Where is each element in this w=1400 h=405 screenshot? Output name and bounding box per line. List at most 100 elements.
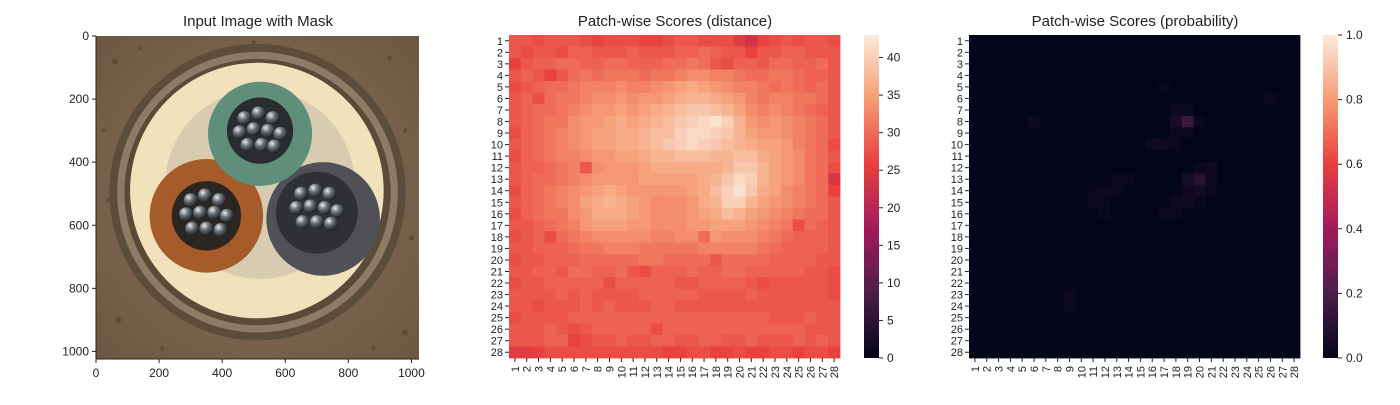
probability-cell — [1288, 231, 1301, 244]
probability-cell — [980, 265, 994, 278]
distance-cell — [780, 92, 794, 105]
probability-cell — [1193, 196, 1206, 209]
distance-cell — [615, 81, 628, 94]
distance-cell — [532, 138, 545, 151]
distance-cell — [674, 127, 687, 140]
distance-cell — [733, 311, 746, 324]
distance-cell — [804, 300, 817, 313]
distance-cell — [639, 35, 652, 47]
probability-x-tick-label: 7 — [1041, 366, 1053, 372]
probability-cell — [992, 242, 1005, 255]
distance-cell — [579, 277, 593, 290]
distance-cell — [591, 58, 604, 71]
probability-cell — [1039, 184, 1053, 197]
distance-y-tick-label: 23 — [491, 290, 503, 302]
probability-cell — [1205, 242, 1218, 255]
distance-cell — [792, 311, 805, 324]
distance-cell — [757, 173, 770, 186]
probability-cell — [1205, 104, 1218, 117]
distance-cell — [544, 173, 557, 186]
probability-y-tick-label: 20 — [951, 255, 963, 267]
distance-cell — [780, 150, 794, 163]
probability-cell — [1075, 69, 1088, 82]
probability-cell — [1146, 161, 1159, 174]
probability-y-tick-label: 5 — [957, 82, 963, 94]
probability-cell — [1169, 346, 1183, 359]
probability-cell — [980, 138, 994, 151]
probability-cell — [1264, 334, 1277, 347]
distance-cell — [804, 208, 817, 220]
probability-cell — [1181, 46, 1195, 59]
distance-cell — [769, 231, 782, 244]
probability-cell — [1028, 127, 1041, 140]
probability-cell — [1110, 277, 1124, 290]
probability-cell — [992, 219, 1005, 232]
probability-cell — [1122, 92, 1135, 105]
probability-cell — [1087, 242, 1100, 255]
probability-cell — [1028, 208, 1041, 220]
probability-cell — [1158, 138, 1171, 151]
probability-cell — [1193, 231, 1206, 244]
probability-cell — [1110, 115, 1124, 128]
probability-cell — [1264, 208, 1277, 220]
distance-cell — [816, 334, 829, 347]
probability-cell — [1063, 196, 1076, 209]
distance-cell — [780, 323, 794, 336]
probability-cell — [1099, 254, 1112, 267]
distance-cell — [627, 104, 640, 117]
probability-cell — [1004, 242, 1017, 255]
probability-cell — [1016, 231, 1029, 244]
probability-cell — [1134, 346, 1147, 359]
distance-x-tick-label: 27 — [817, 366, 829, 378]
distance-cell — [674, 208, 687, 220]
distance-cell — [745, 35, 758, 47]
distance-cell — [556, 92, 569, 105]
distance-cell — [579, 323, 593, 336]
probability-cell — [1181, 35, 1195, 47]
distance-cell — [544, 300, 557, 313]
probability-cell — [1181, 288, 1195, 301]
distance-cell — [579, 334, 593, 347]
probability-cell — [1051, 334, 1064, 347]
distance-cell — [686, 277, 699, 290]
distance-cell — [627, 35, 640, 47]
distance-cell — [520, 265, 534, 278]
probability-cell — [1217, 277, 1230, 290]
distance-cell — [698, 138, 711, 151]
probability-cell — [1217, 196, 1230, 209]
probability-cell — [1252, 208, 1265, 220]
distance-cell — [733, 231, 746, 244]
distance-cell — [544, 323, 557, 336]
distance-cell — [591, 219, 604, 232]
distance-y-tick-label: 9 — [497, 128, 503, 140]
probability-cell — [1004, 81, 1017, 94]
probability-cell — [1205, 173, 1218, 186]
distance-cell — [698, 69, 711, 82]
distance-y-tick-label: 27 — [491, 336, 503, 348]
distance-cell — [686, 242, 699, 255]
probability-cell — [1039, 161, 1053, 174]
distance-cell — [757, 104, 770, 117]
probability-cell — [1146, 254, 1159, 267]
probability-cell — [1217, 265, 1230, 278]
distance-cell — [603, 277, 616, 290]
distance-cell — [579, 127, 593, 140]
distance-heatmap-panel: Patch-wise Scores (distance) 12345678910… — [491, 13, 901, 378]
probability-cell — [1122, 311, 1135, 324]
distance-cell — [579, 69, 593, 82]
probability-cell — [1087, 46, 1100, 59]
y-tick-label: 400 — [69, 155, 89, 169]
probability-cell — [1288, 277, 1301, 290]
probability-cell — [1169, 81, 1183, 94]
probability-cell — [1110, 219, 1124, 232]
probability-cell — [1099, 138, 1112, 151]
probability-cell — [1229, 138, 1242, 151]
distance-x-tick-label: 11 — [628, 366, 640, 377]
distance-x-tick-label: 6 — [569, 366, 581, 372]
cable-photo — [96, 36, 419, 359]
probability-cell — [1181, 346, 1195, 359]
distance-cell — [556, 173, 569, 186]
distance-cell — [769, 219, 782, 232]
distance-cell — [828, 311, 841, 324]
distance-cell — [698, 173, 711, 186]
